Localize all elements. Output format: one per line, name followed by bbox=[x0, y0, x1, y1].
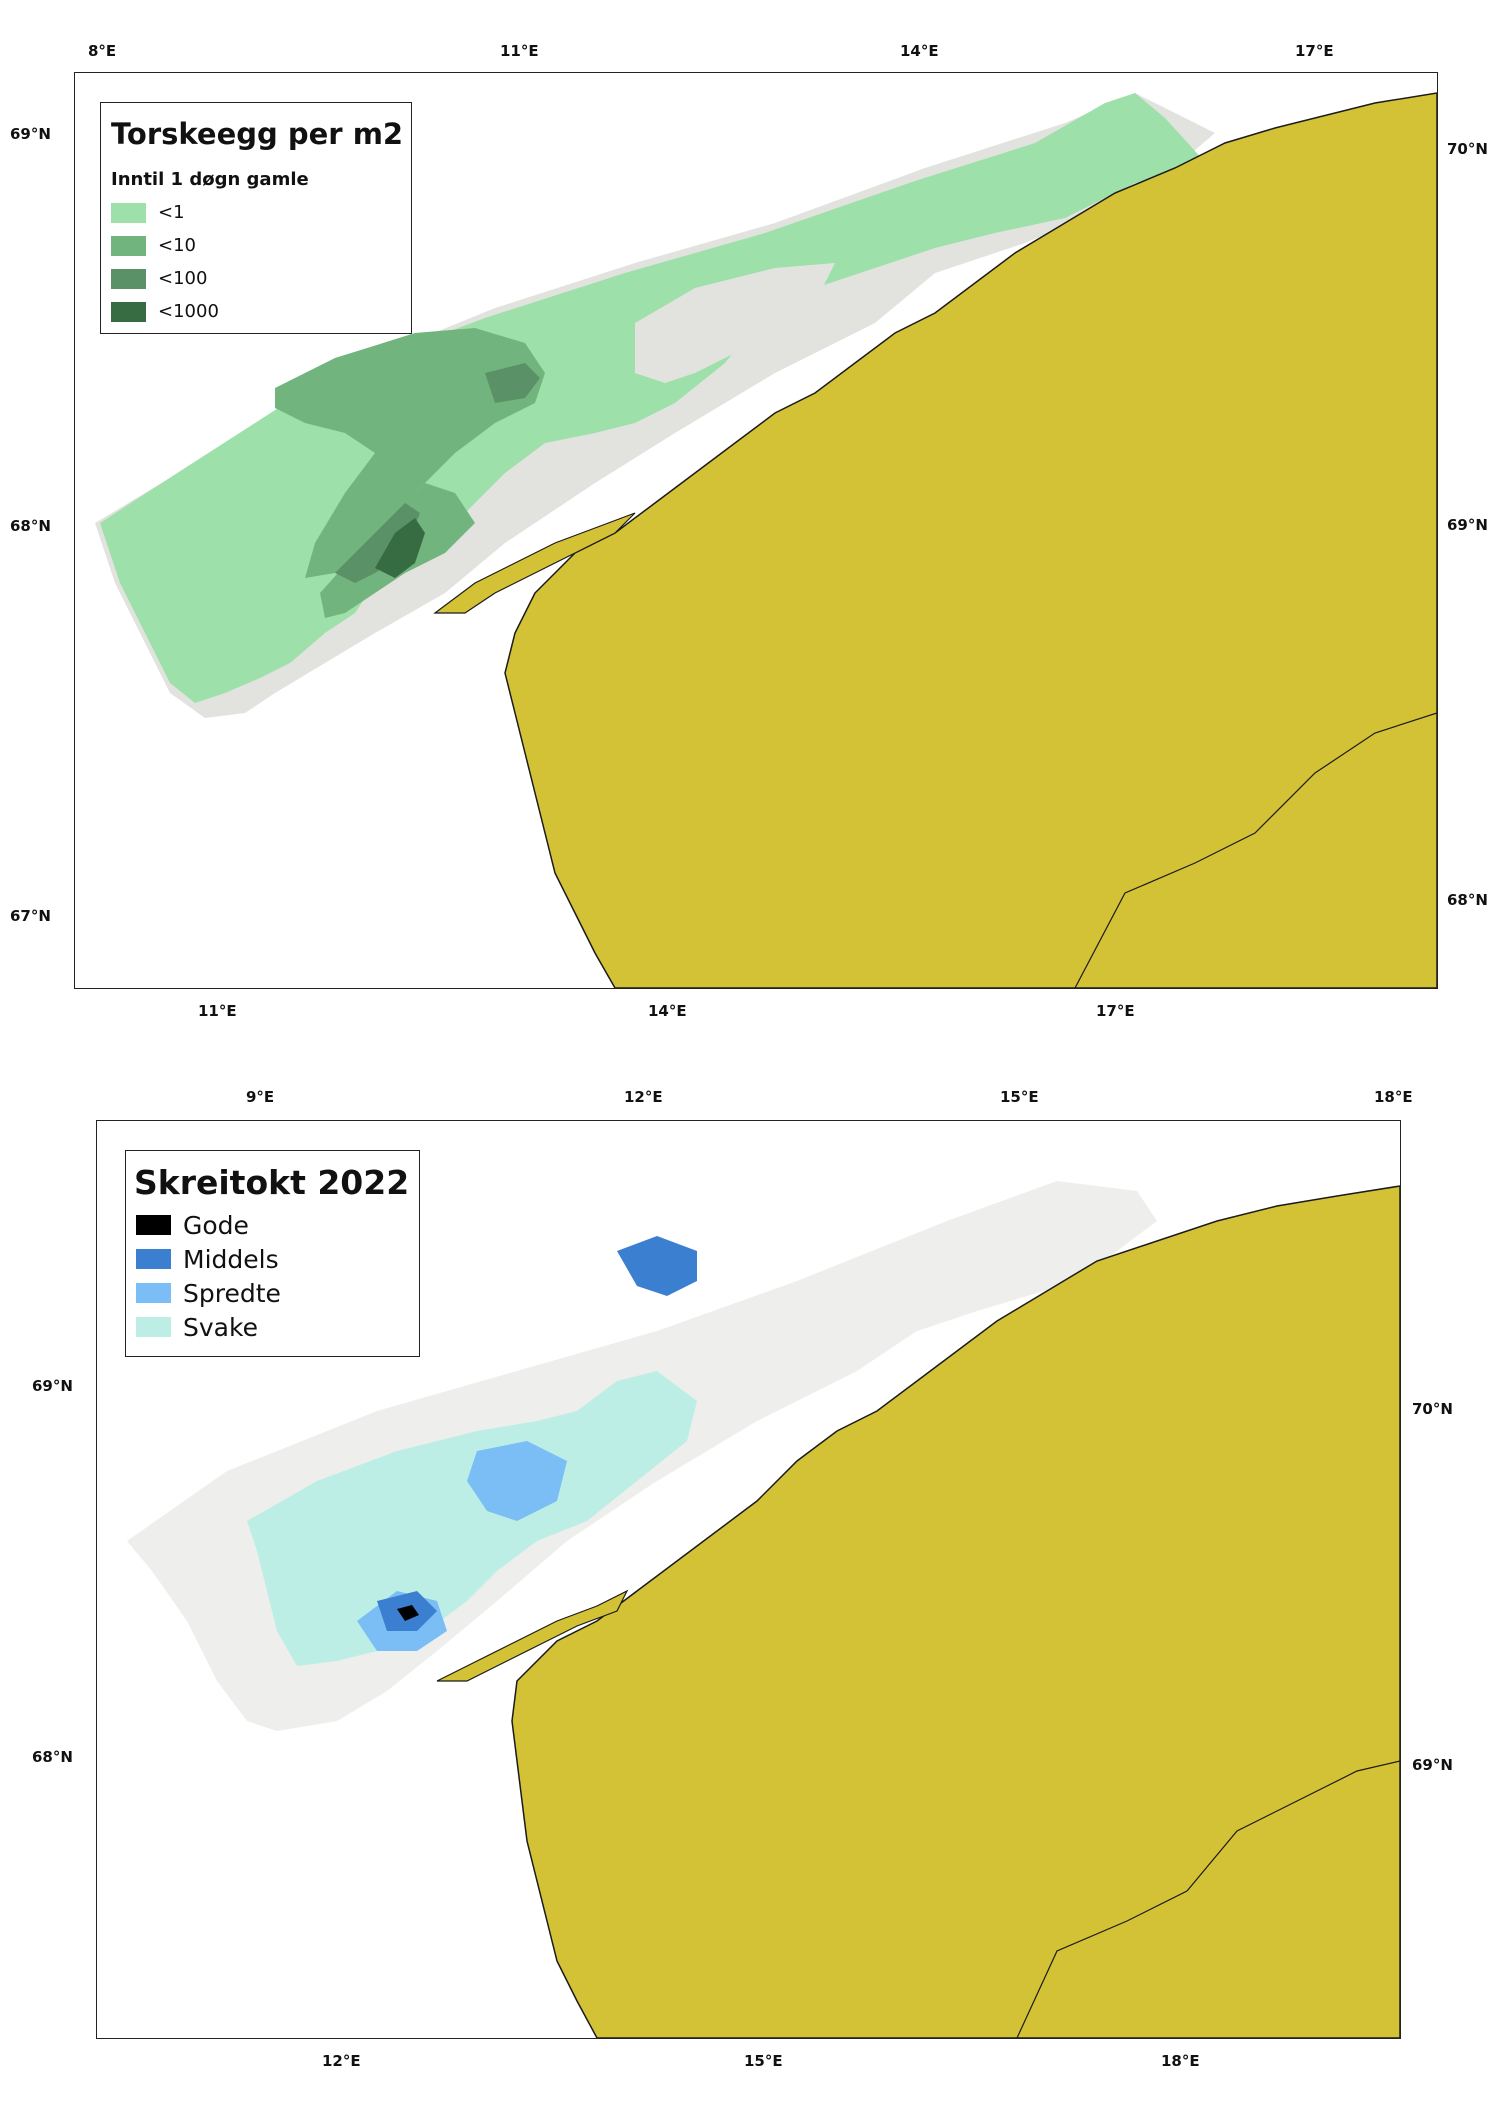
survey-gap-shape bbox=[635, 263, 835, 383]
egg-density-lt100-area-2 bbox=[485, 363, 540, 403]
legend-item: <1 bbox=[111, 196, 411, 229]
legend-item: Gode bbox=[136, 1208, 419, 1242]
lat-label-left-1: 69°N bbox=[32, 1377, 73, 1395]
egg-density-map-canvas bbox=[95, 92, 1437, 988]
legend-item: <1000 bbox=[111, 295, 411, 328]
land-mass bbox=[504, 92, 1437, 988]
lat-label-right-2: 69°N bbox=[1412, 1756, 1453, 1774]
legend-item: Middels bbox=[136, 1242, 419, 1276]
lon-label-bottom-2: 14°E bbox=[648, 1002, 687, 1020]
lat-label-right-2: 69°N bbox=[1447, 516, 1488, 534]
lon-label-top-1: 9°E bbox=[246, 1088, 275, 1106]
legend-label: Middels bbox=[183, 1244, 279, 1274]
border-line bbox=[1016, 1760, 1400, 2038]
lat-label-right-1: 70°N bbox=[1412, 1400, 1453, 1418]
lon-label-top-4: 18°E bbox=[1374, 1088, 1413, 1106]
legend-item: <10 bbox=[111, 229, 411, 262]
lat-label-right-3: 68°N bbox=[1447, 891, 1488, 909]
lon-label-bottom-1: 12°E bbox=[322, 2052, 361, 2070]
lat-label-left-2: 68°N bbox=[10, 517, 51, 535]
land-mass bbox=[511, 1185, 1400, 2038]
lat-label-left-1: 69°N bbox=[10, 125, 51, 143]
lofoten-islands bbox=[433, 512, 636, 614]
lofoten-islands bbox=[436, 1589, 629, 1682]
legend-item: Svake bbox=[136, 1310, 419, 1344]
lon-label-bottom-3: 18°E bbox=[1161, 2052, 1200, 2070]
legend-swatch bbox=[111, 202, 146, 223]
lon-label-top-4: 17°E bbox=[1295, 42, 1334, 60]
legend-swatch bbox=[136, 1215, 171, 1235]
lat-label-right-1: 70°N bbox=[1447, 140, 1488, 158]
legend-label: <100 bbox=[158, 268, 208, 289]
lon-label-top-3: 14°E bbox=[900, 42, 939, 60]
lon-label-bottom-1: 11°E bbox=[198, 1002, 237, 1020]
legend-swatch bbox=[136, 1283, 171, 1303]
legend-swatch bbox=[111, 301, 146, 322]
lon-label-top-2: 12°E bbox=[624, 1088, 663, 1106]
spawning-spredte-area bbox=[467, 1441, 567, 1521]
legend-title: Torskeegg per m2 bbox=[111, 117, 404, 151]
egg-density-lt100-area bbox=[335, 503, 420, 583]
spawning-middels-area-2 bbox=[617, 1236, 697, 1296]
survey-map-canvas bbox=[127, 1181, 1400, 2038]
egg-density-legend: Torskeegg per m2 Inntil 1 døgn gamle <1 … bbox=[100, 102, 412, 334]
legend-label: Svake bbox=[183, 1312, 258, 1342]
legend-label: Gode bbox=[183, 1210, 249, 1240]
legend-swatch bbox=[136, 1317, 171, 1337]
legend-title: Skreitokt 2022 bbox=[134, 1163, 410, 1202]
lon-label-bottom-3: 17°E bbox=[1096, 1002, 1135, 1020]
legend-swatch bbox=[111, 268, 146, 289]
egg-density-lt10-area bbox=[275, 328, 545, 578]
border-line bbox=[1074, 712, 1437, 988]
survey-legend: Skreitokt 2022 Gode Middels Spredte Svak… bbox=[125, 1150, 420, 1357]
legend-label: <1 bbox=[158, 202, 185, 223]
egg-density-lt1000-area bbox=[375, 518, 425, 578]
lon-label-bottom-2: 15°E bbox=[744, 2052, 783, 2070]
lon-label-top-3: 15°E bbox=[1000, 1088, 1039, 1106]
legend-item: Spredte bbox=[136, 1276, 419, 1310]
spawning-svake-area bbox=[247, 1371, 697, 1666]
legend-label: Spredte bbox=[183, 1278, 281, 1308]
lat-label-left-3: 67°N bbox=[10, 907, 51, 925]
legend-label: <10 bbox=[158, 235, 196, 256]
legend-swatch bbox=[136, 1249, 171, 1269]
lon-label-top-2: 11°E bbox=[500, 42, 539, 60]
survey-map[interactable] bbox=[96, 1120, 1401, 2039]
legend-swatch bbox=[111, 235, 146, 256]
legend-subtitle: Inntil 1 døgn gamle bbox=[111, 169, 309, 190]
lat-label-left-2: 68°N bbox=[32, 1748, 73, 1766]
legend-label: <1000 bbox=[158, 301, 219, 322]
lon-label-top-1: 8°E bbox=[88, 42, 117, 60]
legend-item: <100 bbox=[111, 262, 411, 295]
egg-density-map[interactable] bbox=[74, 72, 1438, 989]
spawning-gode-area bbox=[397, 1605, 419, 1621]
